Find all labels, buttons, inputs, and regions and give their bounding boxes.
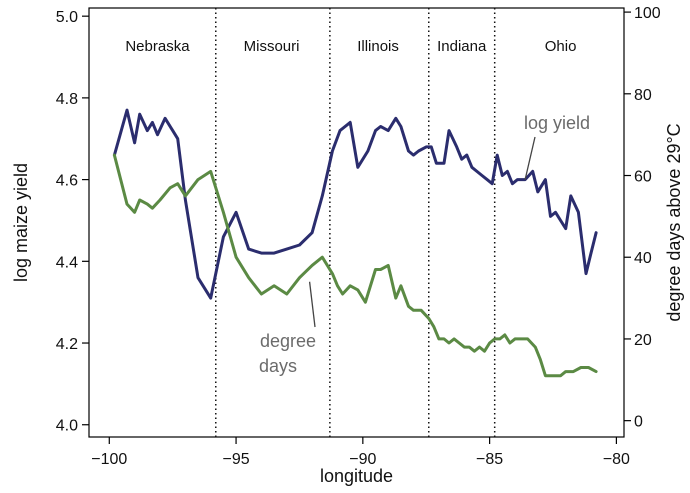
degree-days-line — [112, 153, 598, 378]
y-right-tick-label: 40 — [634, 250, 652, 267]
degree-days-pointer — [308, 281, 316, 328]
x-tick-label: −80 — [603, 451, 630, 468]
y-left-tick-label: 4.6 — [56, 173, 78, 190]
y-right-tick-label: 100 — [634, 5, 661, 22]
degree-days-annotation-line2: days — [259, 356, 297, 376]
series-lines — [112, 108, 598, 378]
y-left-tick-label: 4.8 — [56, 91, 78, 108]
y-right-tick-label: 60 — [634, 169, 652, 186]
y-right-tick-label: 20 — [634, 332, 652, 349]
x-tick-label: −90 — [349, 451, 376, 468]
x-tick-label: −100 — [91, 451, 127, 468]
y-left-tick-label: 4.0 — [56, 418, 78, 435]
degree-days-annotation-line1: degree — [260, 331, 316, 351]
y-right-tick-label: 0 — [634, 414, 643, 431]
y-axis-left: 4.0 4.2 4.4 4.6 4.8 5.0 — [56, 9, 89, 435]
region-label-missouri: Missouri — [244, 38, 300, 55]
y-axis-right: 0 20 40 60 80 100 — [624, 5, 661, 431]
region-labels: Nebraska Missouri Illinois Indiana Ohio — [125, 38, 576, 55]
annotations: log yield degree days — [259, 113, 590, 376]
region-label-indiana: Indiana — [437, 38, 487, 55]
x-axis-title: longitude — [320, 466, 393, 486]
plot-frame — [88, 7, 625, 438]
log-yield-pointer — [524, 136, 536, 180]
y-left-tick-label: 4.4 — [56, 254, 78, 271]
y-axis-left-title: log maize yield — [11, 163, 31, 282]
log-yield-annotation: log yield — [524, 113, 590, 133]
y-left-tick-label: 5.0 — [56, 9, 78, 26]
region-label-nebraska: Nebraska — [125, 38, 190, 55]
state-boundaries — [215, 8, 496, 437]
x-tick-label: −95 — [222, 451, 249, 468]
region-label-illinois: Illinois — [357, 38, 399, 55]
log-yield-line — [112, 108, 598, 300]
y-axis-right-title: degree days above 29°C — [664, 123, 684, 321]
region-label-ohio: Ohio — [545, 38, 577, 55]
x-axis: −100 −95 −90 −85 −80 — [91, 437, 630, 468]
y-left-tick-label: 4.2 — [56, 336, 78, 353]
x-tick-label: −85 — [476, 451, 503, 468]
y-right-tick-label: 80 — [634, 87, 652, 104]
